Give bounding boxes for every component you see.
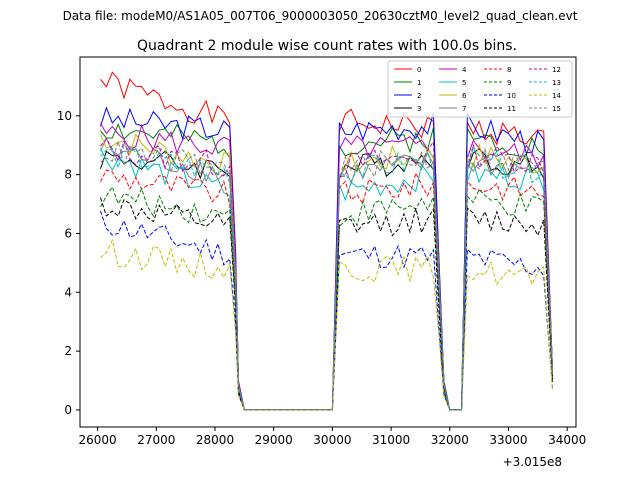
legend-frame bbox=[387, 60, 573, 118]
x-tick-label: 34000 bbox=[548, 433, 586, 447]
legend-label-13: 13 bbox=[552, 79, 561, 87]
x-axis: 26000 27000 28000 29000 30000 31000 32000 33000… bbox=[79, 427, 586, 447]
data-file-label: Data file: modeM0/AS1A05_007T06_90000030… bbox=[63, 9, 578, 23]
legend-label-15: 15 bbox=[552, 105, 561, 113]
x-tick-label: 32000 bbox=[431, 433, 469, 447]
legend-label-6: 6 bbox=[462, 92, 467, 100]
series-line-13 bbox=[100, 144, 553, 411]
legend-label-12: 12 bbox=[552, 66, 561, 74]
x-tick-label: 27000 bbox=[137, 433, 175, 447]
series-line-9 bbox=[100, 185, 553, 411]
y-tick-label: 0 bbox=[64, 403, 72, 417]
legend-label-11: 11 bbox=[507, 105, 516, 113]
series-line-15 bbox=[100, 139, 553, 411]
x-tick-label: 33000 bbox=[489, 433, 527, 447]
legend-label-5: 5 bbox=[462, 79, 466, 87]
y-tick-label: 4 bbox=[64, 285, 72, 299]
axes-frame bbox=[79, 56, 577, 428]
legend-label-3: 3 bbox=[417, 105, 421, 113]
legend-label-9: 9 bbox=[507, 79, 511, 87]
x-tick-label: 28000 bbox=[196, 433, 234, 447]
y-tick-label: 10 bbox=[57, 109, 72, 123]
legend-label-0: 0 bbox=[417, 66, 421, 74]
x-tick-label: 26000 bbox=[79, 433, 117, 447]
y-tick-label: 8 bbox=[64, 168, 72, 182]
plot-area bbox=[100, 71, 553, 411]
y-axis: 0 2 4 6 8 10 bbox=[57, 109, 80, 417]
legend-label-8: 8 bbox=[507, 66, 511, 74]
series-line-14 bbox=[100, 238, 553, 411]
x-tick-label: 30000 bbox=[313, 433, 351, 447]
series-line-8 bbox=[100, 169, 553, 411]
legend-label-7: 7 bbox=[462, 105, 466, 113]
x-tick-label: 29000 bbox=[255, 433, 293, 447]
y-tick-label: 6 bbox=[64, 226, 72, 240]
legend-label-14: 14 bbox=[552, 92, 561, 100]
legend-label-10: 10 bbox=[507, 92, 516, 100]
chart-title: Quadrant 2 module wise count rates with … bbox=[137, 38, 517, 54]
legend-label-1: 1 bbox=[417, 79, 421, 87]
x-tick-label: 31000 bbox=[372, 433, 410, 447]
legend-label-4: 4 bbox=[462, 66, 467, 74]
x-offset-label: +3.015e8 bbox=[503, 455, 562, 469]
y-tick-label: 2 bbox=[64, 344, 72, 358]
legend-label-2: 2 bbox=[417, 92, 421, 100]
